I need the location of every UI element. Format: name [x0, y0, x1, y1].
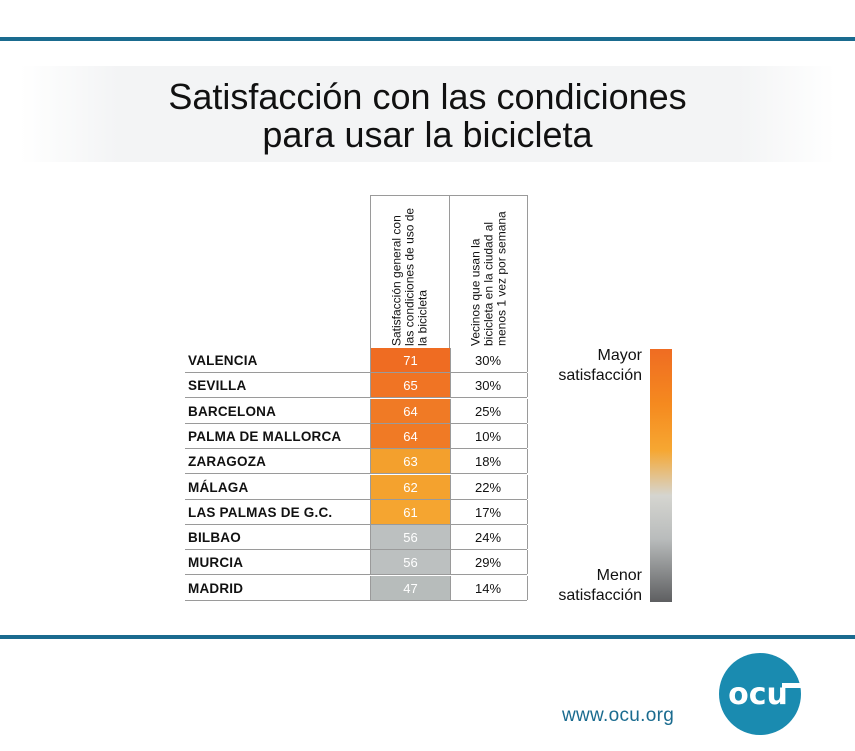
satisfaction-score-cell: 64 [370, 423, 451, 448]
city-name: LAS PALMAS DE G.C. [188, 504, 333, 520]
table-row: MÁLAGA 62 22% [185, 474, 528, 500]
weekly-users-cell: 22% [449, 474, 528, 499]
weekly-users-cell: 25% [449, 398, 528, 423]
ocu-logo-graphic: ocu [728, 677, 801, 712]
city-name: BILBAO [188, 530, 241, 546]
city-name: PALMA DE MALLORCA [188, 428, 342, 444]
ocu-logo-bar [782, 683, 801, 688]
top-rule [0, 37, 855, 41]
city-name: BARCELONA [188, 403, 277, 419]
weekly-users-cell: 18% [449, 449, 528, 474]
chart-title-line-1: Satisfacción con las condiciones [168, 76, 687, 117]
ocu-logo-text: ocu [728, 677, 788, 712]
table-row: LAS PALMAS DE G.C. 61 17% [185, 499, 528, 525]
satisfaction-score-cell: 64 [370, 398, 451, 423]
table-row: VALENCIA 71 30% [185, 348, 528, 373]
satisfaction-score-cell: 56 [370, 525, 451, 550]
bottom-rule [0, 635, 855, 639]
column-header-weekly-users: Vecinos que usan la bicicleta en la ciud… [449, 195, 528, 348]
city-name: SEVILLA [188, 378, 247, 394]
weekly-users-cell: 29% [449, 550, 528, 575]
legend-bottom-label: Menor satisfacción [532, 566, 642, 606]
table-row: BILBAO 56 24% [185, 525, 528, 551]
column-header-satisfaction: Satisfacción general con las condiciones… [370, 195, 450, 348]
city-name: MURCIA [188, 555, 244, 571]
satisfaction-score-cell: 63 [370, 449, 451, 474]
city-name: MADRID [188, 580, 244, 596]
chart-title: Satisfacción con las condiciones para us… [0, 78, 855, 154]
table-row: SEVILLA 65 30% [185, 373, 528, 399]
legend-gradient-bar [650, 349, 672, 602]
satisfaction-score-cell: 47 [370, 575, 451, 600]
satisfaction-score-cell: 61 [370, 499, 451, 524]
table-row: ZARAGOZA 63 18% [185, 449, 528, 475]
legend-top-line-2: satisfacción [558, 367, 642, 384]
legend-bottom-line-2: satisfacción [558, 587, 642, 604]
weekly-users-cell: 10% [449, 423, 528, 448]
table-row: MURCIA 56 29% [185, 550, 528, 576]
title-band [20, 66, 835, 162]
table-row: BARCELONA 64 25% [185, 398, 528, 424]
table-row: MADRID 47 14% [185, 575, 528, 601]
table-row: PALMA DE MALLORCA 64 10% [185, 423, 528, 449]
legend-bottom-line-1: Menor [596, 567, 642, 584]
satisfaction-score-cell: 65 [370, 373, 451, 398]
city-name: MÁLAGA [188, 479, 249, 495]
column-header-weekly-users-text: Vecinos que usan la bicicleta en la ciud… [468, 211, 508, 346]
chart-title-line-2: para usar la bicicleta [262, 114, 593, 155]
city-name: VALENCIA [188, 353, 258, 368]
weekly-users-cell: 14% [449, 575, 528, 600]
weekly-users-cell: 24% [449, 525, 528, 550]
weekly-users-cell: 30% [449, 348, 528, 372]
website-link[interactable]: www.ocu.org [562, 705, 675, 726]
legend-top-label: Mayor satisfacción [532, 346, 642, 386]
column-header-satisfaction-text: Satisfacción general con las condiciones… [389, 207, 430, 346]
weekly-users-cell: 30% [449, 373, 528, 398]
satisfaction-score-cell: 56 [370, 550, 451, 575]
weekly-users-cell: 17% [449, 499, 528, 524]
city-name: ZARAGOZA [188, 454, 267, 470]
legend-top-line-1: Mayor [597, 347, 642, 364]
ocu-logo: ocu [719, 653, 801, 735]
satisfaction-score-cell: 62 [370, 474, 451, 499]
satisfaction-score-cell: 71 [370, 348, 451, 372]
